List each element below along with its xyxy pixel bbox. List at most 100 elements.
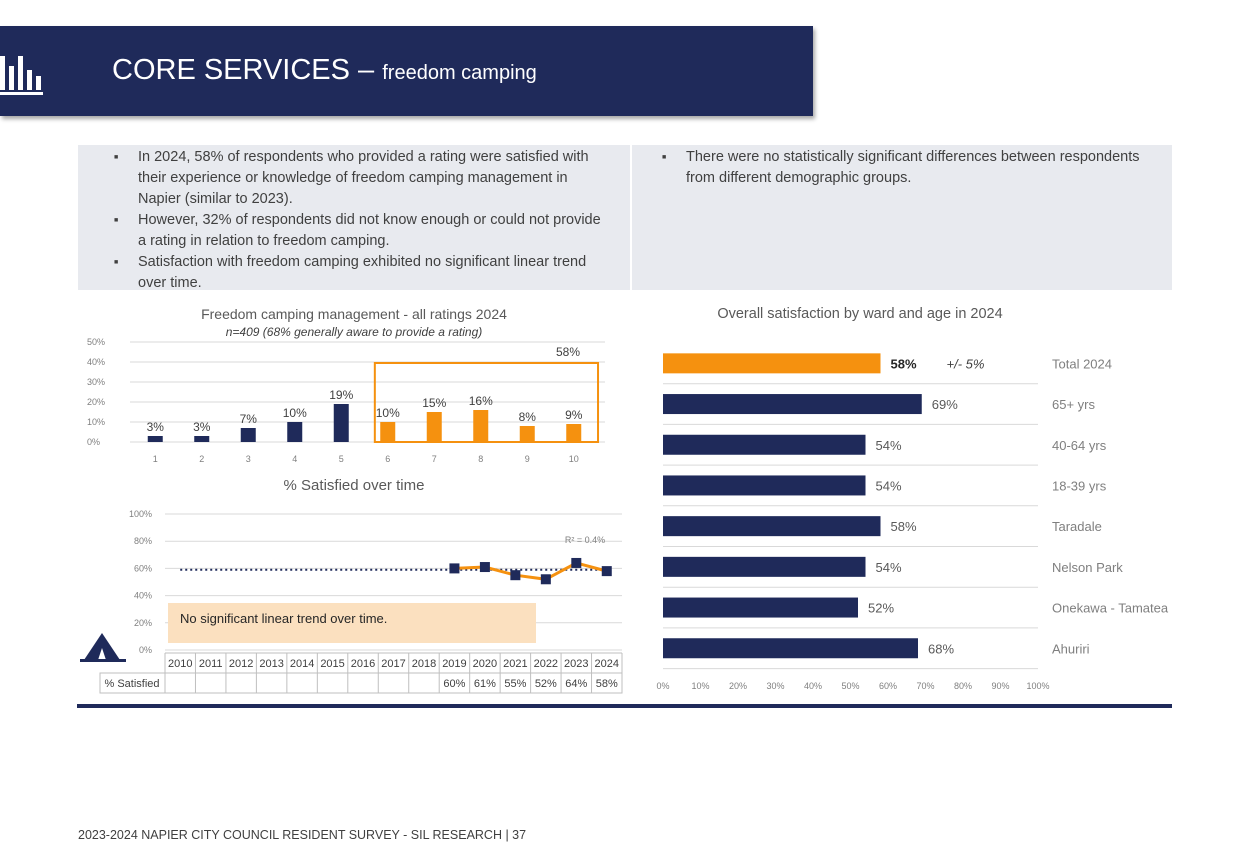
x-tick-label: 70%: [916, 681, 934, 691]
x-tick-label: 9: [525, 454, 530, 464]
year-label: 2023: [564, 658, 588, 670]
header-banner: [0, 26, 813, 116]
bar: [147, 436, 163, 442]
x-tick-label: 10: [569, 454, 579, 464]
bar: [663, 516, 881, 537]
bar: [240, 428, 256, 442]
bar-data-label: 54%: [876, 478, 902, 493]
summary-bullet: However, 32% of respondents did not know…: [110, 210, 610, 252]
chart1-title: Freedom camping management - all ratings…: [201, 306, 507, 322]
margin-of-error-label: +/- 5%: [947, 356, 985, 371]
bar: [519, 426, 535, 442]
x-tick-label: 20%: [729, 681, 747, 691]
y-tick-label: 50%: [87, 337, 105, 347]
summary-list-left: In 2024, 58% of respondents who provided…: [110, 147, 610, 294]
year-label: 2017: [381, 658, 405, 670]
table-value: 55%: [504, 678, 526, 690]
bar: [426, 412, 442, 442]
bar-data-label: 54%: [876, 560, 902, 575]
bar-data-label: 69%: [932, 397, 958, 412]
y-tick-label: 100%: [129, 509, 152, 519]
x-tick-label: 10%: [691, 681, 709, 691]
bar: [333, 404, 349, 442]
footer-divider: [77, 704, 1172, 708]
chart2-title: % Satisfied over time: [283, 477, 425, 494]
bar-data-label: 3%: [147, 420, 165, 434]
category-label: Total 2024: [1052, 356, 1112, 371]
x-tick-label: 80%: [954, 681, 972, 691]
x-tick-label: 2: [199, 454, 204, 464]
page-title: CORE SERVICES – freedom camping: [112, 54, 537, 87]
table-value: 52%: [535, 678, 557, 690]
table-value: 60%: [443, 678, 465, 690]
year-label: 2016: [351, 658, 375, 670]
x-tick-label: 7: [432, 454, 437, 464]
summary-list-right: There were no statistically significant …: [658, 147, 1158, 189]
x-tick-label: 5: [339, 454, 344, 464]
page-title-main: CORE SERVICES –: [112, 54, 375, 86]
ward-age-bar-chart: 58% Total 2024 69% 65+ yrs 54% 40-64 yrs 54% 18…: [656, 353, 1169, 691]
x-tick-label: 6: [385, 454, 390, 464]
tent-icon: [80, 633, 126, 662]
year-label: 2024: [595, 658, 619, 670]
year-label: 2011: [199, 658, 223, 670]
x-tick-label: 4: [292, 454, 297, 464]
note-box: No significant linear trend over time.: [168, 603, 536, 643]
bar-data-label: 16%: [469, 394, 493, 408]
table-value: 58%: [596, 678, 618, 690]
year-label: 2014: [290, 658, 314, 670]
category-label: Ahuriri: [1052, 641, 1090, 656]
category-label: 18-39 yrs: [1052, 478, 1107, 493]
ratings-bar-chart: 0% 10% 20% 30% 40% 50% 58% 3% 1 3% 2 7% 3 10% 4 19% 5 10%…: [87, 337, 605, 464]
category-label: 40-64 yrs: [1052, 438, 1107, 453]
year-label: 2022: [534, 658, 558, 670]
summary-box-left: In 2024, 58% of respondents who provided…: [78, 145, 630, 291]
x-tick-label: 50%: [841, 681, 859, 691]
year-label: 2018: [412, 658, 436, 670]
year-label: 2021: [503, 658, 527, 670]
x-tick-label: 100%: [1026, 681, 1049, 691]
summary-box-right: There were no statistically significant …: [632, 145, 1172, 290]
footer-text: 2023-2024 NAPIER CITY COUNCIL RESIDENT S…: [78, 828, 527, 842]
category-label: Taradale: [1052, 519, 1102, 534]
year-label: 2019: [442, 658, 466, 670]
bar-data-label: 58%: [891, 356, 917, 371]
bar: [566, 424, 582, 442]
data-point: [601, 566, 612, 577]
bar-data-label: 10%: [376, 406, 400, 420]
bar: [663, 353, 881, 374]
bar-data-label: 52%: [868, 601, 894, 616]
x-tick-label: 30%: [766, 681, 784, 691]
bar-chart-icon: [0, 56, 43, 95]
bar-data-label: 15%: [422, 396, 446, 410]
table-value: 64%: [565, 678, 587, 690]
note-text: No significant linear trend over time.: [180, 611, 388, 626]
x-tick-label: 60%: [879, 681, 897, 691]
y-tick-label: 20%: [87, 397, 105, 407]
chart1-subtitle: n=409 (68% generally aware to provide a …: [225, 325, 483, 339]
bar-data-label: 9%: [565, 408, 583, 422]
y-tick-label: 10%: [87, 417, 105, 427]
bar: [663, 434, 866, 455]
year-label: 2012: [229, 658, 253, 670]
bar-data-label: 10%: [283, 406, 307, 420]
data-point: [540, 574, 551, 585]
x-tick-label: 8: [478, 454, 483, 464]
highlight-label: 58%: [556, 345, 580, 359]
year-label: 2013: [259, 658, 283, 670]
category-label: Onekawa - Tamatea: [1052, 601, 1169, 616]
summary-bullet: Satisfaction with freedom camping exhibi…: [110, 252, 610, 294]
x-tick-label: 3: [246, 454, 251, 464]
bar-data-label: 58%: [891, 519, 917, 534]
summary-bullet: There were no statistically significant …: [658, 147, 1158, 189]
category-label: Nelson Park: [1052, 560, 1123, 575]
bar: [473, 410, 489, 442]
bar: [663, 597, 858, 618]
y-tick-label: 80%: [134, 536, 152, 546]
table-row-header: % Satisfied: [104, 678, 159, 690]
page-title-sub: freedom camping: [382, 62, 537, 84]
satisfaction-trend-chart: 0% 20% 40% 60% 80% 100% R² = 0.4% % Satisfied 20…: [99, 509, 623, 694]
summary-bullet: In 2024, 58% of respondents who provided…: [110, 147, 610, 210]
data-point: [479, 562, 490, 573]
y-tick-label: 30%: [87, 377, 105, 387]
